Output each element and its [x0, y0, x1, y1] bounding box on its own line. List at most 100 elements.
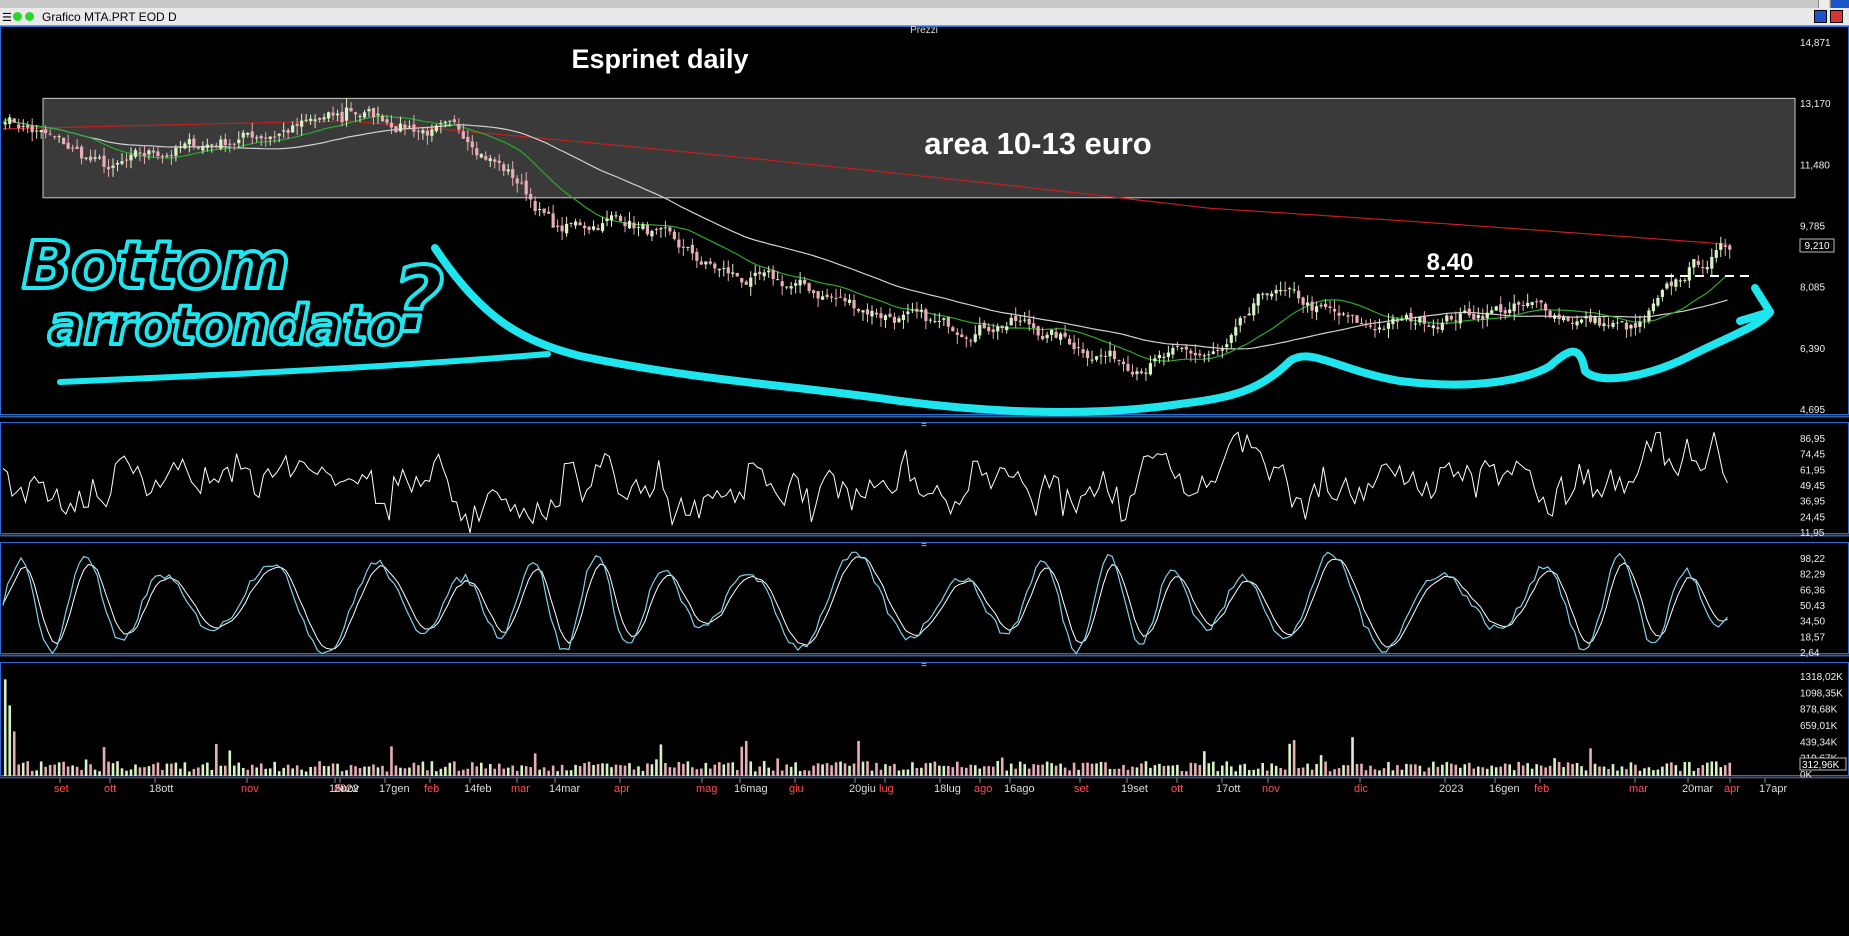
candle-body [340, 111, 344, 123]
candle-body [1036, 326, 1040, 336]
candle-body [62, 137, 66, 145]
volume-bar [1396, 765, 1399, 776]
candle-body [475, 148, 479, 156]
candle-body [1575, 321, 1579, 326]
volume-bar [295, 765, 299, 776]
volume-bar [66, 766, 70, 776]
volume-bar [1526, 763, 1529, 776]
candle-body [1018, 320, 1022, 322]
candle-body [605, 218, 609, 222]
candle-body [1436, 327, 1440, 330]
x-tick-label: 15nov [329, 783, 359, 795]
candle-body [1005, 326, 1009, 331]
rounded-bottom-curve [431, 244, 1774, 416]
candle-body [1220, 349, 1224, 351]
volume-bar [1423, 771, 1426, 776]
volume-bar [1387, 761, 1390, 776]
volume-bar [1485, 768, 1489, 776]
candle-body [380, 115, 385, 122]
x-tick-label: ago [974, 783, 992, 795]
volume-bar [870, 770, 874, 776]
volume-bar [884, 764, 887, 776]
volume-bar [471, 762, 474, 776]
candle-body [376, 113, 380, 116]
volume-bar [610, 767, 613, 776]
candle-body [776, 279, 780, 281]
volume-bar [740, 746, 744, 776]
candle-body [1584, 316, 1588, 319]
osc2-tick-label: 98,22 [1800, 554, 1825, 565]
volume-bar [1041, 764, 1044, 776]
candle-body [654, 228, 659, 230]
window-restore-button[interactable] [1814, 10, 1827, 23]
candle-body [1252, 303, 1256, 316]
volume-bar [3, 679, 7, 776]
candle-body [1117, 359, 1121, 362]
volume-bar [1683, 762, 1687, 776]
chart-area[interactable]: Prezzi 8.40 Esprinet daily area 10-13 eu… [0, 26, 1849, 936]
candle-body [120, 161, 124, 164]
candle-body [201, 145, 205, 151]
x-tick-label: giu [789, 783, 804, 795]
candle-body [133, 150, 138, 157]
volume-bar [1072, 762, 1076, 776]
volume-bar [664, 762, 667, 776]
volume-bar [241, 767, 245, 776]
candle-body [1094, 356, 1099, 360]
window-close-button[interactable] [1830, 10, 1843, 23]
volume-bar [161, 769, 164, 776]
volume-bar [596, 764, 600, 776]
volume-bar [403, 768, 407, 776]
x-tick-label: 2022 [334, 783, 358, 795]
candle-body [924, 309, 928, 322]
volume-bar [17, 764, 21, 776]
candle-body [1481, 315, 1485, 320]
x-tick-label: 18ott [149, 783, 173, 795]
candle-body [556, 225, 560, 228]
candle-body [1548, 310, 1552, 318]
volume-bar [1234, 771, 1238, 776]
candle-body [21, 125, 25, 127]
candle-body [969, 340, 973, 342]
volume-bar [363, 766, 366, 776]
x-tick-label: 16ago [1004, 783, 1035, 795]
candle-body [591, 226, 596, 230]
candle-body [1386, 322, 1391, 329]
candle-body [1162, 356, 1166, 358]
candle-body [704, 261, 708, 265]
volume-bar [1454, 764, 1458, 776]
candle-body [587, 226, 591, 230]
volume-bar [1351, 737, 1354, 776]
candle-body [1557, 314, 1561, 320]
volume-bar [1319, 755, 1323, 776]
hamburger-icon[interactable]: ☰ [2, 12, 12, 24]
volume-bar [421, 761, 425, 776]
volume-bar [1445, 762, 1449, 776]
volume-bar [574, 764, 577, 776]
close-app-button[interactable] [1830, 0, 1849, 8]
volume-bar [1616, 770, 1619, 776]
candle-body [1198, 353, 1202, 356]
candle-body [987, 326, 991, 332]
candle-body [1728, 245, 1732, 250]
volume-bar [1063, 767, 1067, 776]
candle-body [1099, 355, 1103, 357]
candle-body [1243, 316, 1247, 318]
volume-bar [1476, 766, 1480, 776]
volume-bar [982, 766, 986, 776]
candle-body [1674, 279, 1678, 287]
volume-bar [1665, 763, 1669, 776]
minimize-app-button[interactable] [1818, 0, 1829, 8]
volume-bar [1306, 763, 1309, 776]
candle-body [1440, 322, 1444, 330]
volume-bar [969, 764, 973, 776]
candle-body [1121, 361, 1126, 365]
handwritten-note-stroke: ? [392, 248, 443, 353]
volume-bar [1189, 762, 1193, 776]
candle-body [1467, 308, 1471, 316]
candle-body [497, 160, 501, 163]
volume-bar [789, 766, 793, 776]
candle-body [838, 296, 843, 298]
volume-bar [1203, 751, 1206, 776]
candle-body [614, 215, 618, 217]
